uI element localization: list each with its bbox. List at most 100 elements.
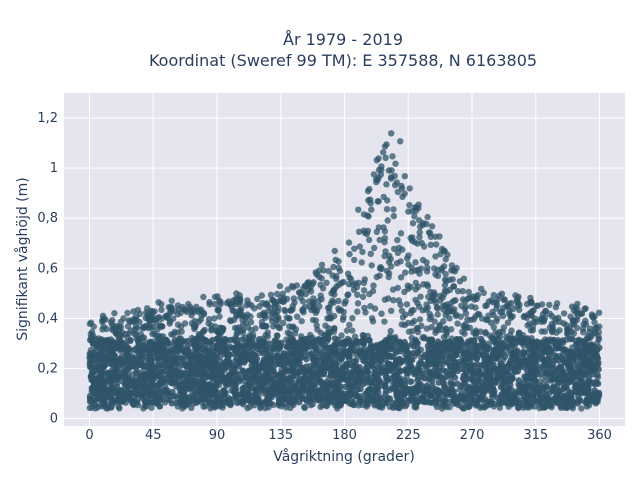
data-point	[265, 375, 272, 382]
data-point	[345, 239, 353, 246]
data-point	[428, 223, 436, 230]
data-point	[553, 394, 561, 401]
data-point	[258, 292, 265, 299]
data-point	[398, 182, 405, 190]
data-point	[299, 337, 307, 344]
data-point	[520, 379, 527, 386]
data-point	[340, 339, 347, 346]
data-point	[184, 337, 192, 345]
data-point	[260, 385, 267, 392]
data-point	[332, 364, 339, 372]
data-point	[362, 358, 369, 365]
data-point	[313, 322, 320, 329]
data-point	[424, 304, 431, 311]
data-point	[520, 357, 527, 365]
data-point	[436, 233, 443, 240]
data-point	[343, 327, 351, 334]
data-point	[538, 301, 546, 308]
data-point	[327, 300, 335, 307]
data-point	[397, 230, 405, 237]
data-point	[527, 294, 534, 302]
data-point	[201, 326, 208, 334]
data-point	[139, 323, 147, 331]
data-point	[381, 234, 389, 242]
data-point	[144, 305, 151, 312]
data-point	[261, 399, 268, 407]
data-point	[226, 359, 233, 366]
data-point	[295, 289, 303, 296]
data-point	[390, 212, 397, 220]
data-point	[247, 319, 255, 326]
data-point	[90, 323, 98, 330]
data-point	[449, 276, 456, 283]
data-point	[387, 327, 394, 335]
data-point	[96, 343, 104, 351]
data-point	[346, 321, 353, 329]
data-point	[393, 390, 400, 397]
data-point	[158, 315, 165, 322]
data-point	[113, 375, 120, 382]
data-point	[356, 243, 363, 250]
data-point	[331, 372, 338, 380]
data-point	[390, 353, 397, 360]
data-point	[424, 264, 431, 271]
data-point	[240, 384, 247, 392]
data-point	[317, 403, 324, 411]
data-points	[86, 130, 603, 412]
data-point	[493, 301, 501, 309]
data-point	[563, 384, 570, 391]
data-point	[254, 295, 261, 303]
data-point	[444, 352, 451, 359]
data-point	[441, 398, 448, 406]
data-point	[343, 394, 351, 401]
data-point	[312, 345, 319, 353]
data-point	[512, 368, 519, 375]
data-point	[342, 376, 349, 383]
data-point	[595, 392, 602, 400]
data-point	[231, 390, 239, 397]
data-point	[275, 316, 282, 323]
data-point	[381, 318, 388, 325]
data-point	[132, 363, 140, 370]
data-point	[406, 185, 413, 192]
data-point	[552, 304, 560, 311]
data-point	[302, 374, 309, 382]
data-point	[197, 379, 204, 387]
data-point	[122, 359, 129, 366]
data-point	[470, 329, 477, 336]
data-point	[478, 396, 486, 403]
data-point	[483, 302, 490, 309]
data-point	[442, 270, 449, 278]
data-point	[401, 173, 408, 180]
x-tick-label: 0	[85, 428, 93, 443]
data-point	[218, 324, 225, 332]
data-point	[426, 310, 433, 318]
data-point	[578, 405, 585, 412]
data-point	[246, 403, 254, 410]
chart-title-line1: År 1979 - 2019	[283, 30, 403, 49]
data-point	[427, 390, 434, 397]
data-point	[392, 160, 399, 167]
data-point	[362, 390, 369, 398]
data-point	[358, 259, 365, 266]
data-point	[134, 383, 142, 390]
data-point	[531, 340, 538, 347]
data-point	[266, 390, 274, 397]
data-point	[448, 345, 455, 352]
data-point	[190, 354, 197, 361]
data-point	[543, 391, 550, 398]
data-point	[259, 299, 266, 307]
data-point	[375, 174, 382, 181]
data-point	[560, 375, 567, 383]
data-point	[385, 167, 393, 174]
data-point	[171, 355, 178, 362]
data-point	[359, 248, 366, 256]
data-point	[527, 311, 534, 318]
data-point	[233, 290, 240, 297]
data-point	[573, 324, 581, 332]
data-point	[109, 317, 116, 324]
data-point	[524, 322, 531, 329]
data-point	[167, 306, 175, 313]
data-point	[394, 236, 401, 244]
chart-title-line2: Koordinat (Sweref 99 TM): E 357588, N 61…	[149, 51, 537, 70]
